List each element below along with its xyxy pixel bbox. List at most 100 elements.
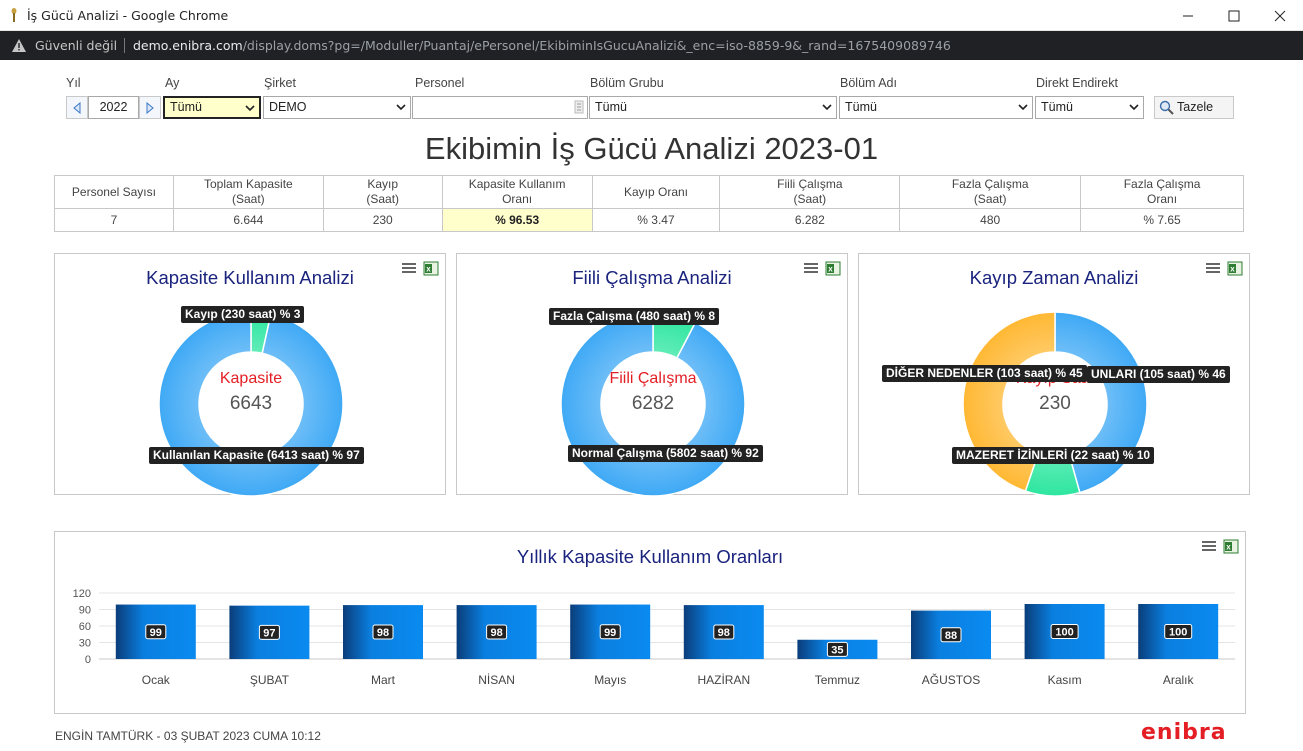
company-select-value: DEMO (269, 100, 307, 114)
chevron-down-icon (1018, 104, 1028, 111)
x-tick-label: ŞUBAT (250, 673, 290, 687)
x-tick-label: HAZİRAN (697, 673, 750, 687)
page-title: Ekibimin İş Gücü Analizi 2023-01 (424, 131, 879, 166)
filter-label-bolum-adi: Bölüm Adı (840, 76, 897, 90)
y-tick-label: 90 (79, 605, 91, 617)
minimize-button[interactable] (1165, 0, 1211, 31)
direct-indirect-select[interactable]: Tümü (1035, 96, 1144, 119)
actual-work-chart: Fiili Çalışma Analizi x Fiili Çalışma 6282… (456, 253, 848, 496)
department-name-select[interactable]: Tümü (839, 96, 1033, 119)
donut-data-label: Normal Çalışma (5802 saat) % 92 (568, 445, 763, 462)
window-titlebar: İş Gücü Analizi - Google Chrome (0, 0, 1303, 31)
window-title: İş Gücü Analizi - Google Chrome (27, 8, 229, 23)
year-field[interactable]: 2022 (88, 96, 139, 119)
filter-label-personel: Personel (415, 76, 465, 90)
bar-data-label: 100 (1169, 627, 1187, 639)
filter-label-direkt: Direkt Endirekt (1036, 76, 1118, 90)
chevron-down-icon (1129, 104, 1139, 111)
bar-label-box (599, 624, 621, 640)
minimize-icon (1183, 15, 1193, 16)
excel-icon[interactable]: x (825, 261, 841, 276)
list-icon[interactable] (574, 100, 584, 114)
filter-label-yil: Yıl (66, 76, 81, 90)
department-group-value: Tümü (595, 100, 627, 114)
url-path: /display.doms?pg=/Moduller/Puantaj/ePers… (242, 38, 951, 53)
donut-slice[interactable] (962, 311, 1056, 493)
chart-title: Yıllık Kapasite Kullanım Oranları (516, 546, 784, 567)
menu-icon[interactable] (803, 261, 819, 274)
maximize-button[interactable] (1211, 0, 1257, 31)
donut-center-value: 230 (1039, 393, 1071, 414)
company-select[interactable]: DEMO (263, 96, 411, 119)
bar-data-label: 99 (604, 627, 616, 639)
excel-icon[interactable]: x (1227, 261, 1243, 276)
department-group-select[interactable]: Tümü (589, 96, 837, 119)
bar-data-label: 35 (831, 644, 843, 656)
chart-title: Fiili Çalışma Analizi (572, 267, 732, 288)
bar-data-label: 100 (1055, 627, 1073, 639)
maximize-icon (1228, 10, 1240, 21)
donut-data-label: DİĞER NEDENLER (103 saat) % 45 (882, 365, 1087, 382)
address-separator (124, 38, 125, 53)
summary-value-cell-highlight: % 96.53 (441, 208, 593, 232)
footer-user: ENGİN TAMTÜRK - 03 ŞUBAT 2023 CUMA 10:12 (55, 729, 321, 743)
summary-value-cell: 6.644 (172, 208, 324, 232)
summary-header-cell: Fiili Çalışma (Saat) (719, 175, 901, 209)
summary-header-cell: Kayıp (Saat) (322, 175, 443, 209)
summary-header-cell: Fazla Çalışma Oranı (1080, 175, 1244, 209)
app-icon (11, 8, 17, 22)
summary-header-cell: Kapasite Kullanım Oranı (441, 175, 593, 209)
summary-header-cell: Fazla Çalışma (Saat) (899, 175, 1082, 209)
excel-icon[interactable]: x (423, 261, 439, 276)
personnel-input[interactable] (412, 96, 588, 119)
bar-label-box (940, 627, 962, 643)
summary-value-cell: 480 (899, 208, 1082, 232)
donut-data-label: MAZERET İZİNLERİ (22 saat) % 10 (952, 447, 1155, 464)
month-select[interactable]: Tümü (163, 96, 261, 119)
close-button[interactable] (1257, 0, 1303, 31)
bar-data-label: 88 (945, 630, 957, 642)
year-next-button[interactable] (139, 96, 161, 119)
address-bar[interactable]: Güvenli değil demo.enibra.com/display.do… (0, 31, 1303, 60)
excel-icon[interactable]: x (1223, 539, 1239, 554)
close-icon (1274, 10, 1286, 21)
summary-value-cell: 230 (322, 208, 443, 232)
donut-data-label: Fazla Çalışma (480 saat) % 8 (549, 308, 720, 325)
summary-value-cell: 6.282 (719, 208, 901, 232)
refresh-button[interactable]: Tazele (1154, 96, 1234, 119)
y-tick-label: 0 (85, 654, 91, 666)
bar-label-box (372, 624, 394, 640)
capacity-usage-chart: Kapasite Kullanım Analizi x Kapasite 6643 K… (54, 253, 446, 496)
menu-icon[interactable] (1201, 539, 1217, 552)
bar-data-label: 98 (490, 627, 502, 639)
y-tick-label: 30 (79, 638, 91, 650)
chevron-down-icon (245, 105, 255, 112)
month-select-value: Tümü (170, 100, 202, 114)
donut-center-name: Kapasite (219, 370, 283, 387)
search-icon (1159, 100, 1174, 115)
bar-data-label: 98 (377, 627, 389, 639)
y-tick-label: 120 (73, 588, 91, 600)
menu-icon[interactable] (1205, 261, 1221, 274)
svg-text:x: x (1226, 543, 1231, 552)
x-tick-label: Kasım (1048, 673, 1082, 687)
url-text[interactable]: demo.enibra.com/display.doms?pg=/Modulle… (133, 38, 951, 53)
chevron-down-icon (396, 104, 406, 111)
year-prev-button[interactable] (66, 96, 88, 119)
donut-data-label: UNLARI (105 saat) % 46 (1087, 366, 1230, 383)
bar-data-label: 99 (150, 627, 162, 639)
summary-value-row: 7 6.644 230 % 96.53 % 3.47 6.282 480 % 7… (54, 208, 1244, 232)
direct-indirect-value: Tümü (1041, 100, 1073, 114)
security-status[interactable]: Güvenli değil (35, 38, 118, 53)
summary-header-cell: Kayıp Oranı (591, 175, 721, 209)
menu-icon[interactable] (401, 261, 417, 274)
chart-title: Kayıp Zaman Analizi (969, 267, 1139, 288)
donut-center-value: 6282 (631, 393, 675, 414)
summary-value-cell: % 3.47 (591, 208, 721, 232)
x-tick-label: NİSAN (478, 673, 515, 687)
filter-label-ay: Ay (165, 76, 180, 90)
bar-label-box (713, 624, 735, 640)
svg-text:x: x (828, 265, 833, 274)
bar-data-label: 98 (718, 627, 730, 639)
bar-label-box (1050, 624, 1079, 639)
